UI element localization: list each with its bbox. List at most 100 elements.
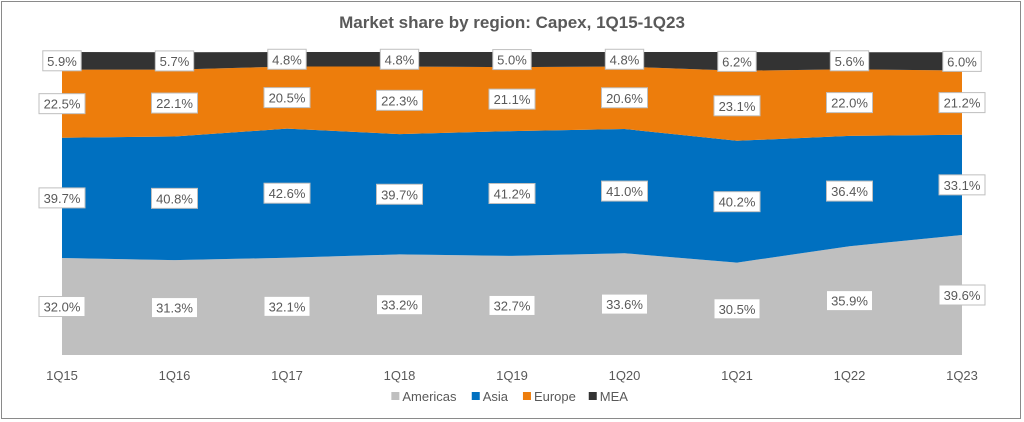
chart-title: Market share by region: Capex, 1Q15-1Q23 — [339, 13, 685, 32]
data-label-box — [713, 298, 761, 320]
data-label-box — [263, 87, 311, 109]
data-label-text: 22.5% — [44, 97, 81, 112]
data-label-text: 22.1% — [156, 96, 193, 111]
data-label-mea: 6.2% — [717, 50, 757, 72]
data-label-text: 32.0% — [44, 300, 81, 315]
data-label-americas: 32.7% — [488, 294, 536, 316]
data-label-europe: 22.3% — [376, 89, 423, 111]
legend-swatch — [391, 392, 400, 400]
data-label-europe: 23.1% — [713, 95, 761, 117]
data-label-asia: 41.2% — [488, 183, 536, 205]
data-label-text: 5.6% — [835, 54, 865, 69]
legend-item-americas: Americas — [391, 389, 457, 404]
data-label-mea: 4.8% — [604, 48, 645, 70]
data-label-text: 5.0% — [497, 53, 527, 68]
legend-swatch — [522, 392, 531, 400]
legend-item-mea: MEA — [588, 389, 629, 404]
data-label-mea: 5.9% — [42, 50, 82, 72]
legend-label: Asia — [483, 389, 509, 404]
data-label-box — [492, 49, 532, 71]
data-label-box — [376, 89, 423, 111]
data-label-americas: 31.3% — [151, 297, 198, 319]
legend-label: MEA — [600, 389, 629, 404]
data-label-mea: 5.7% — [154, 50, 195, 72]
data-label-box — [376, 183, 423, 205]
data-label-box — [601, 180, 648, 202]
data-label-text: 6.0% — [947, 54, 977, 69]
data-label-text: 33.2% — [381, 298, 418, 313]
data-label-text: 36.4% — [831, 184, 868, 199]
data-label-box — [826, 180, 873, 202]
data-label-asia: 41.0% — [601, 180, 648, 202]
data-label-text: 39.7% — [44, 191, 81, 206]
data-label-americas: 35.9% — [826, 290, 873, 312]
data-label-box — [151, 187, 198, 209]
data-label-text: 41.2% — [494, 187, 531, 202]
data-label-asia: 39.7% — [376, 183, 423, 205]
data-label-box — [829, 50, 870, 72]
legend-item-asia: Asia — [471, 389, 509, 404]
data-label-box — [601, 87, 648, 109]
legend-label: Europe — [534, 389, 576, 404]
data-label-text: 5.9% — [47, 54, 77, 69]
legend-swatch — [471, 392, 480, 400]
data-label-text: 23.1% — [719, 99, 756, 114]
data-label-americas: 33.2% — [376, 294, 423, 316]
data-label-text: 20.5% — [269, 91, 306, 106]
x-tick-label: 1Q22 — [834, 368, 866, 383]
data-label-americas: 33.6% — [601, 293, 648, 315]
x-tick-label: 1Q18 — [384, 368, 416, 383]
data-label-box — [38, 93, 86, 115]
data-label-box — [154, 50, 195, 72]
data-label-text: 41.0% — [606, 184, 643, 199]
data-label-text: 35.9% — [831, 294, 868, 309]
data-label-americas: 32.0% — [38, 296, 86, 318]
data-label-box — [488, 294, 536, 316]
data-label-box — [151, 297, 198, 319]
data-label-text: 32.7% — [494, 298, 531, 313]
data-label-box — [942, 50, 982, 72]
legend-swatch — [588, 392, 597, 400]
data-label-asia: 40.8% — [151, 187, 198, 209]
data-label-text: 33.6% — [606, 297, 643, 312]
data-label-text: 39.7% — [381, 187, 418, 202]
data-label-text: 20.6% — [606, 91, 643, 106]
legend-label: Americas — [402, 389, 457, 404]
data-label-europe: 22.0% — [826, 92, 873, 114]
data-label-box — [376, 294, 423, 316]
data-label-box — [601, 293, 648, 315]
data-label-box — [826, 290, 873, 312]
data-label-mea: 6.0% — [942, 50, 982, 72]
x-tick-label: 1Q15 — [46, 368, 78, 383]
data-label-mea: 5.6% — [829, 50, 870, 72]
data-label-box — [263, 182, 311, 204]
data-label-box — [267, 48, 307, 70]
data-label-americas: 39.6% — [938, 284, 986, 306]
x-tick-label: 1Q17 — [271, 368, 303, 383]
data-label-box — [826, 92, 873, 114]
data-label-asia: 36.4% — [826, 180, 873, 202]
data-label-text: 5.7% — [160, 54, 190, 69]
data-label-asia: 33.1% — [938, 174, 986, 196]
data-label-text: 21.2% — [944, 96, 981, 111]
data-label-text: 22.0% — [831, 96, 868, 111]
data-label-europe: 22.5% — [38, 93, 86, 115]
legend-item-europe: Europe — [522, 389, 576, 404]
data-label-box — [713, 95, 761, 117]
data-label-box — [604, 48, 645, 70]
x-tick-label: 1Q16 — [159, 368, 191, 383]
x-tick-label: 1Q19 — [496, 368, 528, 383]
data-label-text: 40.8% — [156, 191, 193, 206]
data-label-mea: 4.8% — [379, 48, 420, 70]
data-label-box — [717, 50, 757, 72]
data-label-text: 32.1% — [269, 299, 306, 314]
data-label-europe: 22.1% — [151, 92, 198, 114]
x-tick-label: 1Q21 — [721, 368, 753, 383]
data-label-box — [938, 284, 986, 306]
data-label-mea: 5.0% — [492, 49, 532, 71]
data-label-europe: 21.1% — [488, 88, 536, 110]
data-label-europe: 21.2% — [938, 92, 986, 114]
data-label-box — [488, 88, 536, 110]
data-label-text: 4.8% — [385, 52, 415, 67]
